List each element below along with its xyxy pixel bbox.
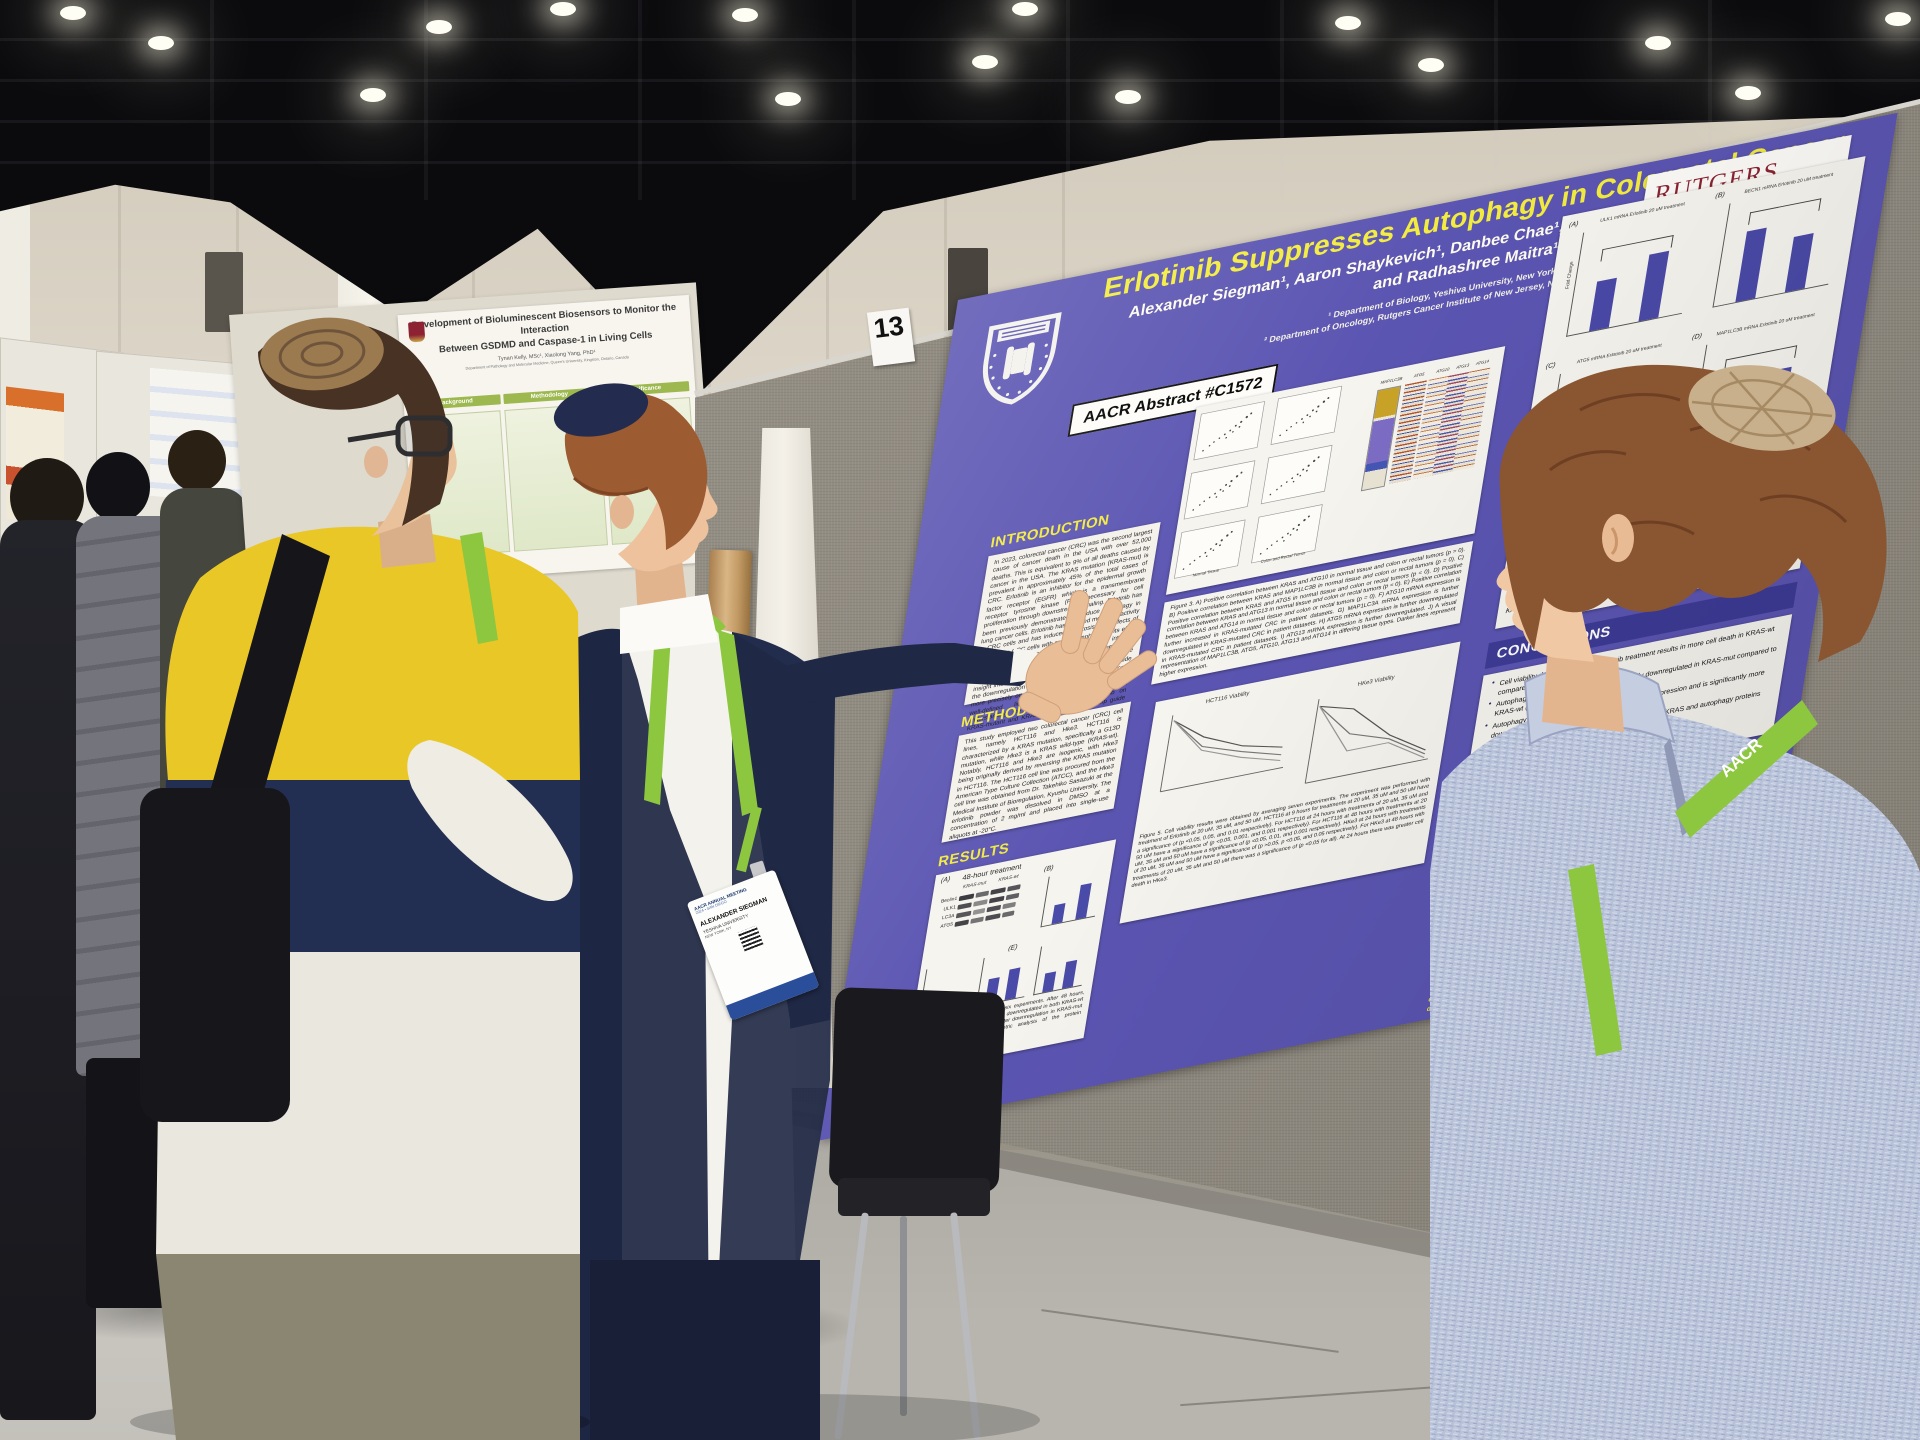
messenger-bag (140, 788, 290, 1122)
panel-label: (A) (1568, 220, 1579, 230)
khaki-pants (156, 1254, 580, 1440)
hair-detail (572, 476, 649, 496)
presenter-ear (610, 495, 634, 529)
ceiling-light (1735, 86, 1761, 100)
shirt-collar (620, 594, 718, 654)
ceiling-light (972, 55, 998, 69)
gesturing-hand (1018, 590, 1158, 724)
ceiling-light (1012, 2, 1038, 16)
ceiling-light (1885, 12, 1911, 26)
bar-kras-mut (1735, 227, 1767, 303)
neck (1542, 648, 1624, 732)
crossed-arm-sleeve (407, 740, 573, 902)
right-attendee-ear (1602, 514, 1634, 562)
ceiling-light (426, 20, 452, 34)
badge-qr-code (737, 925, 764, 952)
panel-label: (D) (1691, 332, 1703, 342)
ceiling-light (1418, 58, 1444, 72)
significance-bracket (1748, 198, 1822, 225)
suit-sleeve-arm (770, 643, 1031, 710)
hct116-viability-line-chart (1159, 715, 1284, 793)
correlation-scatter-plots (1173, 385, 1343, 579)
presenter-kippah (553, 383, 649, 437)
lanyard-strap-lower (1568, 864, 1622, 1056)
erlotinib-poster: Erlotinib Suppresses Autophagy in Colore… (819, 112, 1898, 1141)
eyeglasses (347, 415, 453, 457)
board-number-card: 13 (866, 307, 916, 367)
lanyard-strap-left (644, 616, 672, 805)
lanyard-strap-right (718, 630, 758, 816)
ear-detail (1610, 527, 1618, 556)
figure4-subpanel-b: (B) BECN1 mRNA Erlotinib 20 uM treatment (1698, 168, 1855, 317)
heatmap-column-label: MAP1LC3B (1380, 375, 1403, 385)
ceiling-light (1115, 90, 1141, 104)
ceiling-light (148, 36, 174, 50)
attendee-head (168, 430, 226, 492)
suit-lapel-left (622, 630, 710, 1440)
figure4-subpanel-a: (A) ULK1 mRNA Erlotinib 20 uM treatment … (1551, 197, 1708, 346)
hair-curl-detail (1549, 393, 1848, 536)
right-attendee-person: AACR (1430, 364, 1920, 1440)
lanyard-strap (1675, 700, 1818, 838)
ceiling-light (360, 88, 386, 102)
bar-kras-wt (1638, 250, 1670, 322)
panel-label: (B) (1714, 191, 1726, 201)
yeshiva-university-shield-logo (982, 312, 1062, 405)
ceiling-light (1645, 36, 1671, 50)
kippah-knit-ring (300, 341, 344, 367)
suit-lapel-right (710, 632, 835, 1440)
left-attendee-ear (364, 446, 388, 478)
axes (1566, 209, 1699, 337)
ceiling-light (732, 8, 758, 22)
bar-kras-wt (1784, 233, 1814, 293)
chair-leg (900, 1216, 907, 1416)
ceiling-truss-grid (0, 0, 1920, 200)
figure5-panel: HCT116 Viability HKe3 Viability Figure 5… (1119, 641, 1461, 924)
trousers (590, 1260, 820, 1440)
hke3-viability-line-chart (1304, 699, 1428, 784)
ceiling-light (550, 2, 576, 16)
ceiling-light (775, 92, 801, 106)
chair-seat (838, 1178, 990, 1216)
bar-kras-mut (1588, 277, 1617, 332)
heather-blue-sweater (1430, 707, 1920, 1440)
kippah-spokes (1691, 371, 1833, 445)
ceiling-light (60, 6, 86, 20)
left-attendee-person (130, 317, 590, 1440)
board-number: 13 (872, 310, 906, 344)
attendee-head (86, 452, 150, 522)
axes (1712, 180, 1846, 308)
lanyard-strap (460, 532, 498, 644)
ceiling-light (1335, 16, 1361, 30)
kippah-knit-ring (278, 329, 366, 379)
